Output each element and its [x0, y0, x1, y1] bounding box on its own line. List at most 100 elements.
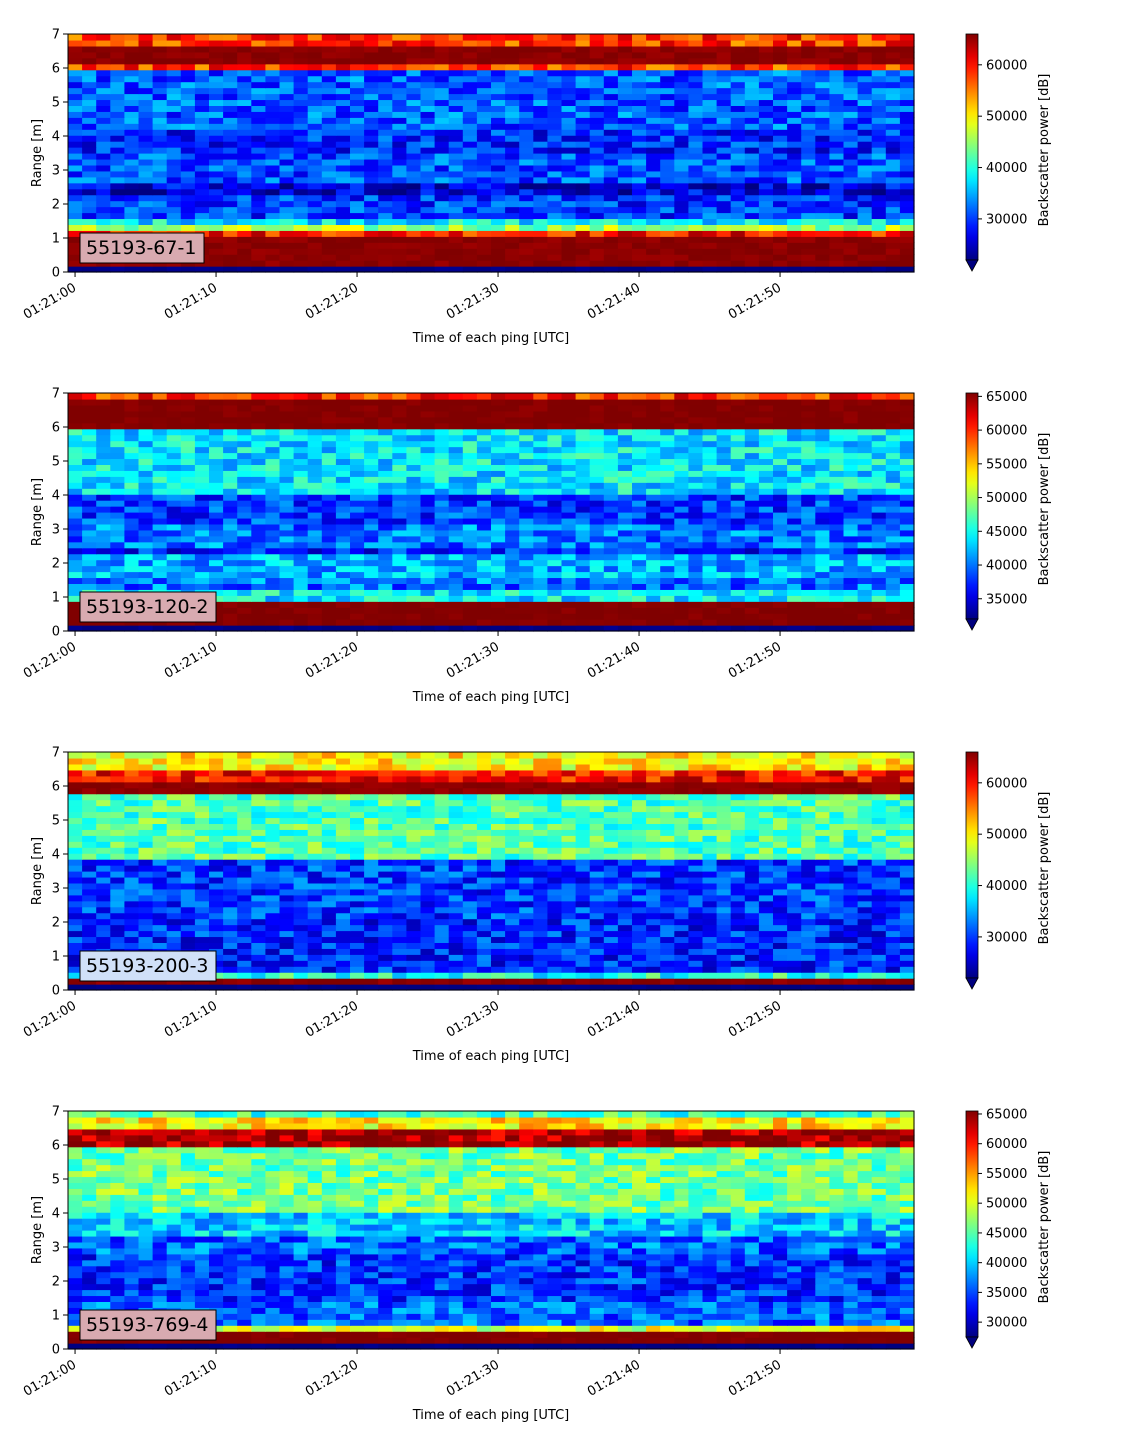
heatmap-cell — [138, 99, 154, 106]
heatmap-cell — [293, 176, 309, 184]
heatmap-cell — [575, 410, 591, 418]
heatmap-cell — [561, 260, 577, 267]
heatmap-cell — [110, 422, 125, 430]
heatmap-cell — [758, 404, 774, 412]
heatmap-cell — [491, 99, 506, 106]
heatmap-cell — [307, 607, 323, 614]
heatmap-cell — [632, 613, 647, 620]
heatmap-cell — [82, 506, 97, 513]
heatmap-cell — [646, 559, 661, 567]
heatmap-cell — [801, 565, 816, 573]
heatmap-cell — [857, 565, 873, 573]
heatmap-cell — [547, 111, 563, 118]
heatmap-cell — [773, 170, 788, 178]
heatmap-cell — [194, 571, 210, 579]
heatmap-cell — [533, 153, 548, 160]
heatmap-cell — [632, 93, 647, 101]
heatmap-cell — [744, 147, 760, 154]
heatmap-cell — [448, 523, 464, 531]
heatmap-cell — [871, 422, 887, 430]
heatmap-cell — [68, 176, 83, 184]
heatmap-cell — [561, 153, 577, 160]
heatmap-cell — [378, 488, 393, 495]
heatmap-cell — [575, 153, 591, 160]
heatmap-cell — [491, 452, 506, 460]
heatmap-cell — [617, 57, 633, 65]
heatmap-cell — [462, 541, 478, 549]
heatmap-cell — [378, 188, 393, 196]
heatmap-cell — [603, 529, 619, 537]
heatmap-cell — [716, 135, 732, 142]
heatmap-cell — [843, 464, 859, 471]
heatmap-cell — [166, 440, 182, 448]
heatmap-cell — [293, 230, 309, 237]
heatmap-cell — [899, 404, 915, 412]
heatmap-cell — [448, 39, 464, 47]
y-tick-label: 3 — [52, 164, 60, 179]
heatmap-cell — [82, 398, 97, 406]
heatmap-cell — [787, 266, 802, 273]
heatmap-cell — [68, 57, 83, 65]
heatmap-cell — [194, 535, 210, 543]
heatmap-cell — [251, 158, 266, 166]
heatmap-cell — [265, 482, 281, 489]
heatmap-cell — [646, 135, 661, 142]
heatmap-cell — [744, 87, 760, 95]
heatmap-cell — [716, 984, 732, 991]
heatmap-cell — [110, 393, 125, 400]
heatmap-cell — [364, 535, 379, 543]
heatmap-cell — [716, 535, 732, 543]
heatmap-cell — [843, 476, 859, 483]
heatmap-cell — [307, 553, 323, 561]
heatmap-cell — [321, 476, 337, 483]
heatmap-cell — [96, 488, 111, 495]
heatmap-cell — [476, 506, 492, 513]
heatmap-cell — [152, 984, 168, 991]
heatmap-cell — [279, 153, 295, 160]
heatmap-cell — [815, 482, 830, 489]
heatmap-cell — [180, 559, 196, 567]
heatmap-cell — [617, 200, 633, 208]
heatmap-cell — [547, 254, 563, 261]
heatmap-cell — [547, 182, 563, 190]
heatmap-cell — [815, 541, 830, 549]
heatmap-cell — [505, 153, 520, 160]
heatmap-cell — [448, 535, 464, 543]
heatmap-cell — [688, 87, 704, 95]
heatmap-cell — [68, 535, 83, 543]
heatmap-cell — [617, 69, 633, 77]
heatmap-cell — [406, 230, 422, 237]
heatmap-cell — [223, 512, 238, 519]
heatmap-cell — [744, 541, 760, 549]
heatmap-cell — [730, 87, 746, 95]
heatmap-cell — [392, 464, 407, 471]
heatmap-cell — [194, 577, 210, 584]
heatmap-cell — [434, 260, 450, 267]
heatmap-cell — [519, 393, 534, 400]
heatmap-cell — [829, 188, 845, 196]
heatmap-cell — [364, 164, 379, 172]
heatmap-cell — [603, 416, 619, 424]
heatmap-cell — [364, 500, 379, 507]
heatmap-cell — [730, 601, 746, 608]
heatmap-cell — [307, 535, 323, 543]
heatmap-cell — [307, 428, 323, 436]
heatmap-cell — [632, 242, 647, 249]
heatmap-cell — [857, 541, 873, 549]
heatmap-cell — [702, 434, 718, 442]
heatmap-cell — [885, 470, 901, 477]
heatmap-cell — [632, 625, 647, 632]
heatmap-cell — [321, 583, 337, 590]
heatmap-cell — [223, 117, 238, 124]
heatmap-cell — [180, 212, 196, 220]
heatmap-cell — [124, 153, 140, 160]
heatmap-cell — [82, 105, 97, 112]
heatmap-cell — [899, 170, 915, 178]
heatmap-cell — [702, 39, 718, 47]
heatmap-cell — [801, 440, 816, 448]
heatmap-cell — [335, 404, 351, 412]
y-tick-label: 6 — [52, 62, 60, 77]
heatmap-cell — [871, 34, 887, 41]
heatmap-cell — [251, 625, 266, 632]
heatmap-cell — [632, 984, 647, 991]
